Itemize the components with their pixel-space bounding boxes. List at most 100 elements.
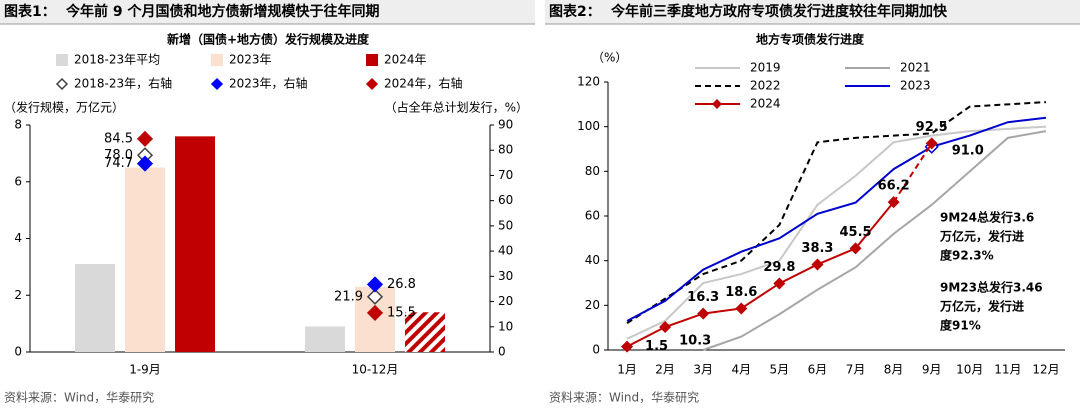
marker xyxy=(366,276,384,293)
y-tick-label: 2 xyxy=(14,288,22,302)
figure-title: 今年前三季度地方政府专项债发行进度较往年同期加快 xyxy=(610,3,948,20)
x-tick-label: 7月 xyxy=(846,363,866,377)
y-tick-label: 120 xyxy=(577,75,600,89)
y-tick-label: 20 xyxy=(585,298,600,312)
data-label: 15.5 xyxy=(387,305,416,320)
legend-marker xyxy=(55,77,69,91)
bar xyxy=(75,264,115,352)
header-bg xyxy=(0,0,535,24)
data-label: 29.8 xyxy=(763,260,795,275)
bar xyxy=(405,312,445,352)
bar xyxy=(305,326,345,352)
x-tick-label: 6月 xyxy=(808,363,828,377)
legend-label: 2024 xyxy=(750,97,781,111)
line xyxy=(626,101,1047,325)
y-tick-label: 8 xyxy=(14,118,22,132)
marker xyxy=(366,304,384,321)
marker xyxy=(849,242,862,255)
x-tick-label: 2月 xyxy=(655,363,675,377)
legend-label: 2019 xyxy=(750,61,781,75)
data-label: 74.7 xyxy=(104,156,133,171)
y-axis-label: （%） xyxy=(592,51,627,65)
data-label: 92.5 xyxy=(916,120,948,135)
line xyxy=(626,125,1047,340)
marker xyxy=(887,196,900,209)
x-tick-label: 1月 xyxy=(617,363,637,377)
y-tick-label: 6 xyxy=(14,174,22,188)
legend-label: 2021 xyxy=(900,61,931,75)
legend-swatch xyxy=(56,54,68,66)
bar xyxy=(175,136,215,352)
y2-tick-label: 60 xyxy=(498,193,513,207)
marker xyxy=(136,155,154,172)
legend-label: 2023年 xyxy=(229,53,272,67)
x-tick-label: 4月 xyxy=(731,363,751,377)
data-label: 18.6 xyxy=(725,285,757,300)
legend-label: 2024年 xyxy=(384,53,427,67)
annotation: 度91% xyxy=(940,318,981,333)
y2-tick-label: 90 xyxy=(498,118,513,132)
x-tick-label: 9月 xyxy=(922,363,942,377)
marker xyxy=(366,288,384,305)
line xyxy=(626,116,1047,322)
data-label: 91.0 xyxy=(952,143,984,158)
marker xyxy=(773,277,786,290)
legend-label: 2023 xyxy=(900,79,931,93)
x-tick-label: 5月 xyxy=(770,363,790,377)
x-tick-label: 1-9月 xyxy=(129,363,161,377)
data-label: 21.9 xyxy=(334,289,363,304)
annotation: 9M23总发行3.46 xyxy=(940,280,1043,295)
annotation: 万亿元，发行进 xyxy=(939,299,1024,314)
marker xyxy=(925,137,938,150)
x-tick-label: 12月 xyxy=(1032,363,1059,377)
data-label: 26.8 xyxy=(387,277,416,292)
x-tick-label: 3月 xyxy=(693,363,713,377)
line xyxy=(626,201,895,348)
data-label: 16.3 xyxy=(687,290,719,305)
y2-tick-label: 0 xyxy=(498,345,506,359)
y-tick-label: 4 xyxy=(14,231,22,245)
legend-swatch xyxy=(211,54,223,66)
chart-title: 新增（国债+地方债）发行规模及进度 xyxy=(167,32,370,47)
x-tick-label: 10月 xyxy=(956,363,983,377)
y-tick-label: 60 xyxy=(585,209,600,223)
data-label: 38.3 xyxy=(801,241,833,256)
figure-label: 图表2： xyxy=(549,3,601,20)
legend-label: 2024年，右轴 xyxy=(384,76,463,91)
data-label: 1.5 xyxy=(645,339,668,354)
data-label: 45.5 xyxy=(840,225,872,240)
figure-title: 今年前 9 个月国债和地方债新增规模快于往年同期 xyxy=(65,3,380,20)
y-tick-label: 0 xyxy=(14,345,22,359)
header-bg xyxy=(545,0,1080,24)
y2-tick-label: 40 xyxy=(498,244,513,258)
marker xyxy=(621,340,634,353)
y-tick-label: 0 xyxy=(592,343,600,357)
marker xyxy=(811,258,824,271)
y-tick-label: 40 xyxy=(585,253,600,267)
annotation: 万亿元，发行进 xyxy=(939,229,1024,244)
chart-title: 地方专项债发行进度 xyxy=(756,32,865,47)
data-label: 10.3 xyxy=(679,333,711,348)
data-label: 84.5 xyxy=(104,131,133,146)
annotation: 9M24总发行3.6 xyxy=(940,210,1034,225)
bar xyxy=(125,167,165,352)
source: 资料来源：Wind，华泰研究 xyxy=(4,390,154,405)
y2-tick-label: 70 xyxy=(498,168,513,182)
y2-tick-label: 50 xyxy=(498,218,513,232)
marker xyxy=(697,307,710,320)
y-tick-label: 80 xyxy=(585,164,600,178)
legend-marker xyxy=(712,99,722,109)
y2-axis-label: （占全年总计划发行，%） xyxy=(385,100,528,115)
y2-tick-label: 80 xyxy=(498,143,513,157)
legend-label: 2023年，右轴 xyxy=(229,76,308,91)
legend-label: 2022 xyxy=(750,79,781,93)
legend-marker xyxy=(210,77,224,91)
y2-tick-label: 30 xyxy=(498,269,513,283)
y2-tick-label: 10 xyxy=(498,319,513,333)
y2-tick-label: 20 xyxy=(498,294,513,308)
marker xyxy=(735,302,748,315)
data-label: 66.2 xyxy=(878,179,910,194)
annotation: 度92.3% xyxy=(940,248,994,263)
figure-label: 图表1： xyxy=(4,3,56,20)
legend-label: 2018-23年，右轴 xyxy=(74,76,172,91)
